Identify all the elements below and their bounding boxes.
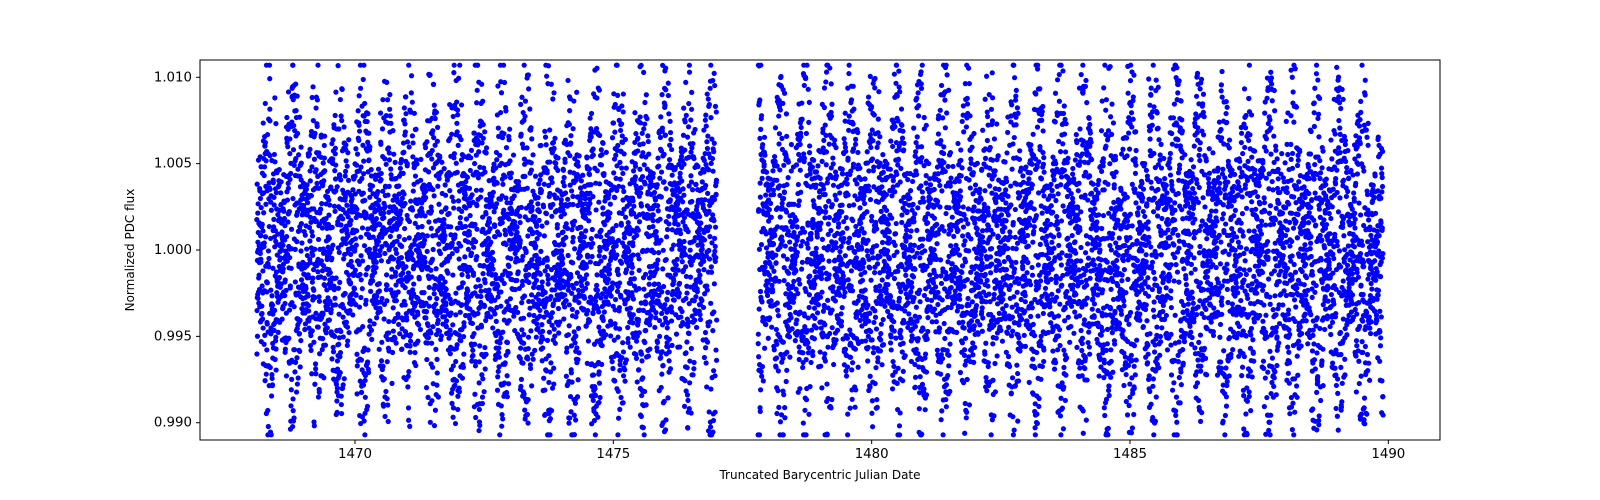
y-tick-label: 0.995 bbox=[154, 329, 192, 344]
x-tick-label: 1480 bbox=[855, 447, 889, 462]
x-axis-label: Truncated Barycentric Julian Date bbox=[20, 468, 1600, 482]
y-tick-label: 1.000 bbox=[154, 243, 192, 258]
chart-container: 1470 1475 1480 1485 1490 0.990 0.995 1.000 1.005… bbox=[0, 0, 1600, 500]
y-axis-label: Normalized PDC flux bbox=[123, 189, 137, 312]
y-tick-label: 1.010 bbox=[154, 70, 192, 85]
y-tick-label: 0.990 bbox=[154, 416, 192, 431]
x-tick-label: 1490 bbox=[1371, 447, 1405, 462]
x-tick-label: 1475 bbox=[596, 447, 630, 462]
light-curve-scatter: 1470 1475 1480 1485 1490 0.990 0.995 1.000 1.005… bbox=[0, 0, 1600, 500]
x-tick-label: 1485 bbox=[1113, 447, 1147, 462]
scatter-series bbox=[254, 63, 1385, 438]
y-tick-label: 1.005 bbox=[154, 157, 192, 172]
x-tick-label: 1470 bbox=[338, 447, 372, 462]
